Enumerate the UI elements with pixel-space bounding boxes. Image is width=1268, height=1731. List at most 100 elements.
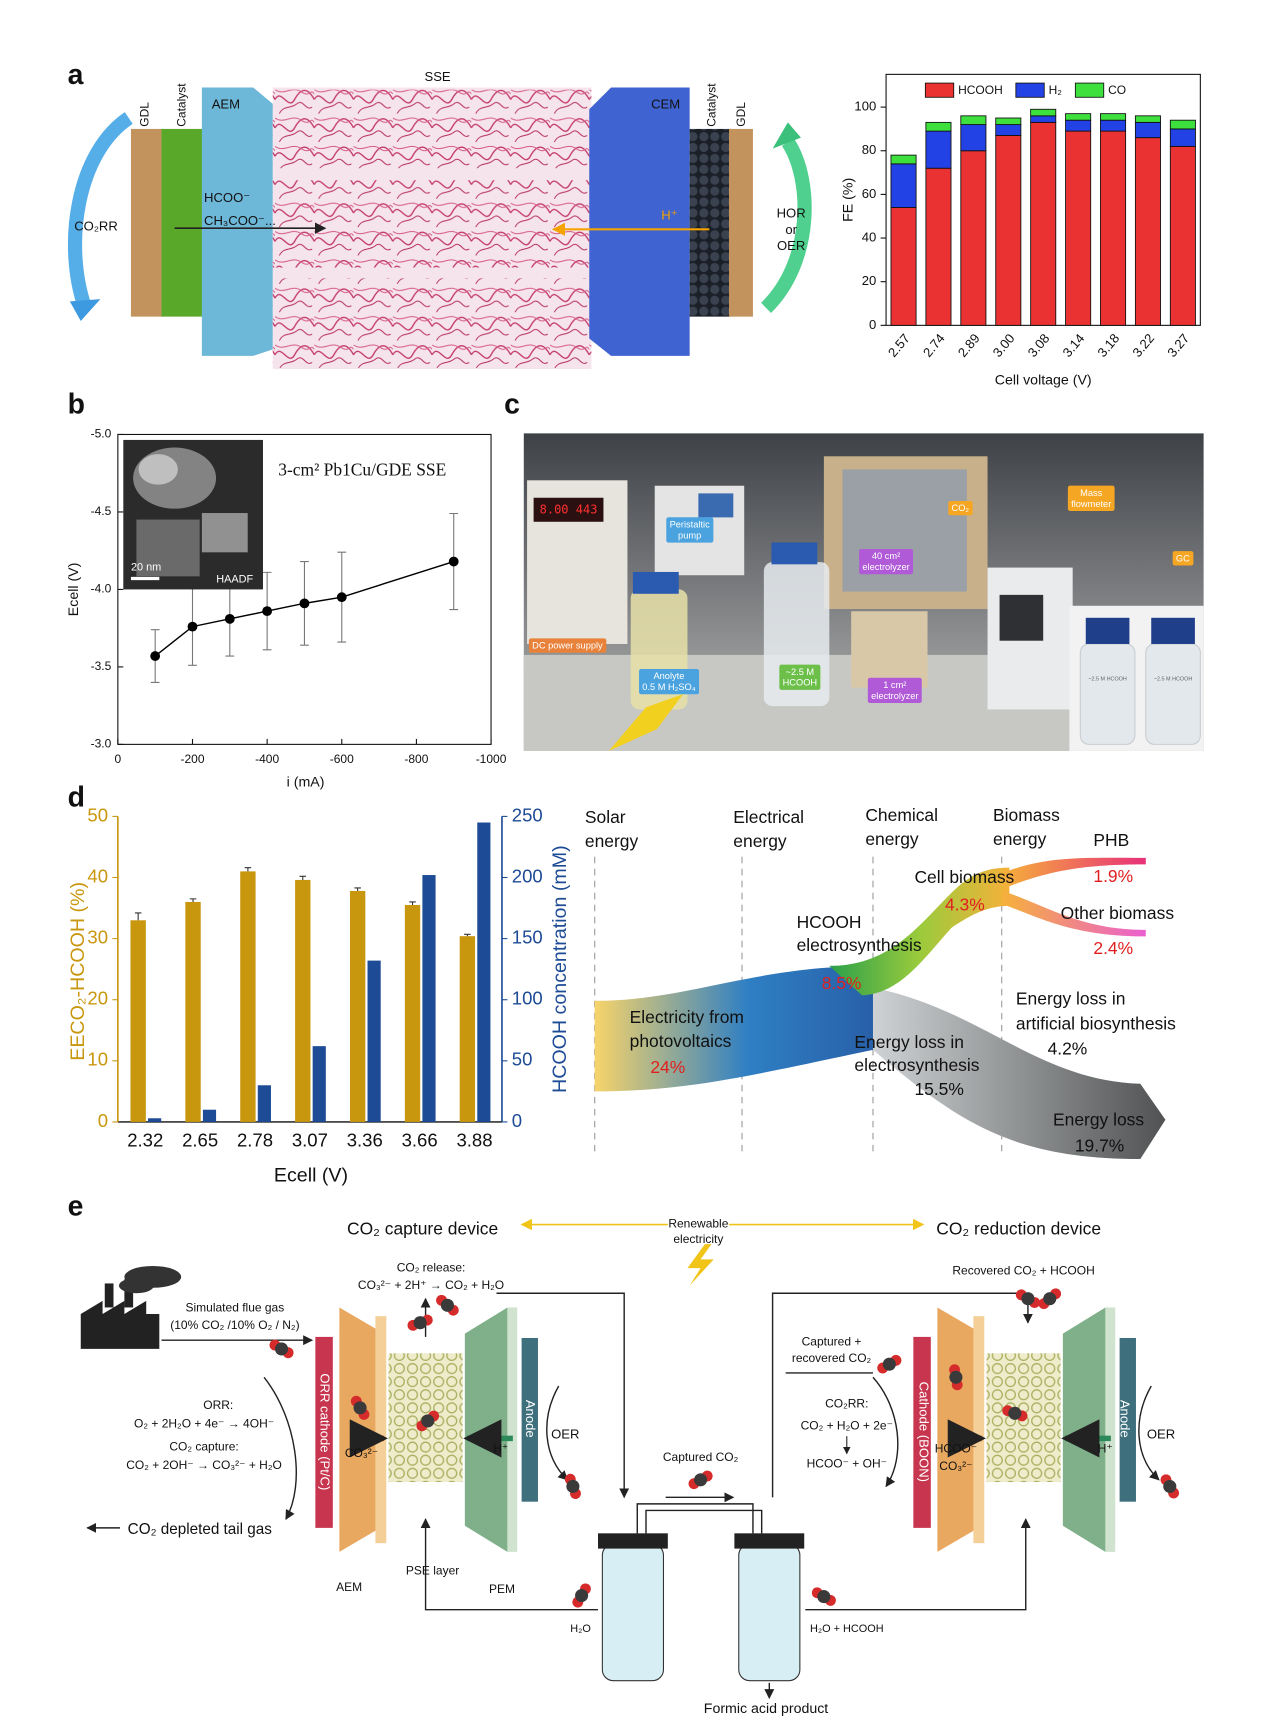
polymer-band [272,89,592,169]
diagram-label: CO₂RR: [825,1397,868,1411]
reduction-device [913,1307,1136,1552]
diagram-label: Anode [1118,1400,1133,1438]
legend-label: CO [1108,83,1126,97]
diagram-label: OER [1147,1427,1175,1442]
bar-segment [925,130,952,169]
bar [240,871,256,1122]
diagram-label: CO₂ + H₂O + 2e⁻ [801,1419,893,1433]
sankey-label: Biomass [993,805,1060,825]
diagram-label: H⁺ [661,208,677,223]
molecule [405,1312,435,1334]
smoke [118,1277,154,1294]
diagram-label: GDL [137,102,151,127]
photo-label: pump [678,530,701,540]
diagram-label: SSE [424,69,450,84]
diagram-label: ORR cathode (Pt/C) [318,1373,333,1490]
bottle-cap [1085,617,1130,644]
bar [404,905,421,1122]
legend-swatch [1074,82,1105,98]
diagram-label: O₂ + 2H₂O + 4e⁻ → 4OH⁻ [134,1416,274,1430]
diagram-label: OER [551,1427,579,1442]
bar-segment [1100,113,1127,121]
bar-segment [1030,115,1057,123]
factory [80,1300,160,1349]
aem-membrane [201,87,273,356]
pointer [608,694,684,751]
label-box [666,517,714,543]
molecule [1157,1471,1183,1502]
curved-arrow [67,112,133,311]
diagram-label: HCOO⁻ [204,190,250,205]
bar-segment [1100,130,1127,326]
sankey-label: 4.3% [945,894,985,914]
diagram-label: CEM [651,96,680,111]
particle [136,519,200,577]
photo-label: GC [1176,553,1190,563]
y-tick-label: -3.5 [91,659,112,673]
label-box [859,548,914,575]
diagram-label: CO₂ reduction device [936,1219,1101,1239]
y-tick-label: 60 [862,186,877,201]
x-tick-label: 2.65 [182,1129,218,1150]
diagram-label: Catalyst [705,83,719,127]
bar [312,1046,326,1122]
diagram-label: CO₃²⁻ + 2H⁺ → CO₂ + H₂O [358,1278,504,1292]
tube [636,1503,754,1534]
sankey-label: Solar [585,807,626,827]
error-bar [299,875,307,880]
molecule [569,1580,594,1611]
x-tick-label: 2.57 [885,331,913,360]
diagram-label: Captured CO₂ [663,1450,739,1464]
diagram-label: electricity [673,1232,723,1246]
sankey-label: Energy loss in [854,1032,964,1052]
bottle-cap [771,542,818,565]
photo-label: CO₂ [952,503,970,513]
x-axis-title: Ecell (V) [274,1165,348,1187]
bottle-label: ~2.5 M HCOOH [1154,676,1193,682]
sankey-label: 19.7% [1075,1136,1124,1156]
diagram-label: Formic acid product [704,1701,829,1717]
error-bar [464,933,471,937]
bar-segment [890,163,917,208]
diagram-label: CO₂ depleted tail gas [128,1521,273,1538]
y-tick-label: 40 [87,865,108,886]
jar-lid [597,1533,668,1549]
diagram-label: CO₂ capture device [347,1219,498,1239]
molecule [433,1291,462,1319]
y-tick-label: 30 [87,927,108,948]
bar-segment [995,124,1022,136]
data-point [150,651,161,661]
bottle [1079,643,1136,745]
data-point [448,556,459,567]
photo-label: electrolyzer [862,562,909,572]
sankey-label: HCOOH [797,912,862,932]
curved-arrow [546,1385,569,1481]
sankey-label: electrosynthesis [854,1055,979,1075]
sankey-label: PHB [1093,830,1129,850]
x-tick-label: 3.14 [1060,331,1088,360]
photo-label: 1 cm² [883,680,906,690]
photo-label: electrolyzer [871,691,918,701]
labels: 20 nm HAADF a b c d e GDL Catalyst AEM SSE CEM Catal… [68,59,1194,1717]
jar-lid [734,1533,805,1549]
panel-label: a [68,59,84,91]
diagram-label: HCOO⁻ [935,1441,977,1455]
photo-label: HCOOH [783,678,818,688]
bar [148,1118,162,1122]
sankey-label: energy [585,831,639,851]
jar [738,1543,801,1682]
sankey-label: 8.5% [822,973,862,993]
photo-label: 0.5 M H₂SO₄ [642,682,695,692]
x-tick-label: -1000 [476,752,507,766]
photo-label: Mass [1080,488,1103,498]
sankey-label: 4.2% [1048,1039,1088,1059]
lightning [687,1244,714,1286]
bar-segment [890,207,917,326]
y2-tick-label: 100 [512,988,543,1009]
polymer-band [272,278,592,368]
label-box [1067,485,1115,511]
diagram-a [67,87,812,369]
bar [295,879,311,1122]
tem-inset [123,439,263,590]
y-axis-title: Ecell (V) [66,563,82,617]
